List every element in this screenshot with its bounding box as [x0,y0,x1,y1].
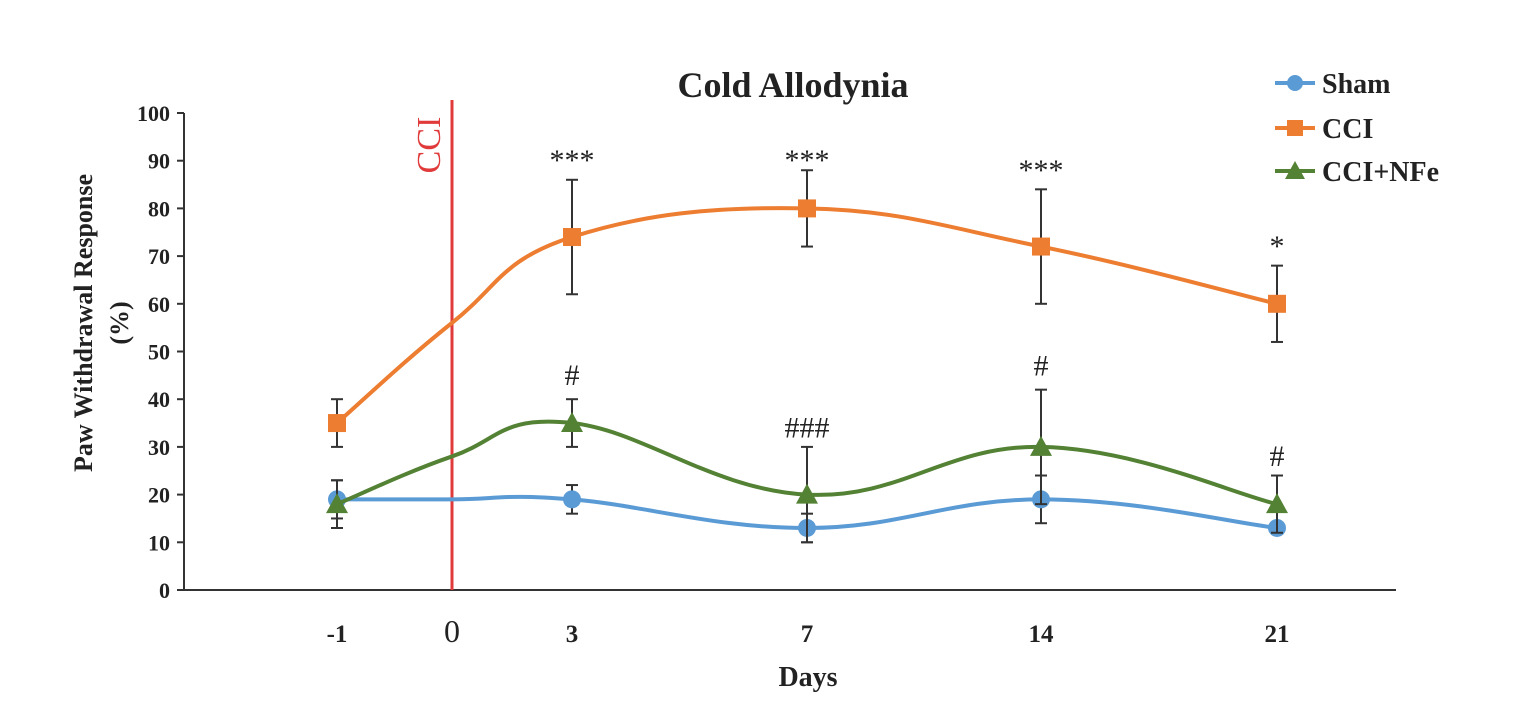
y-axis-title: Paw Withdrawal Response (%) [69,174,134,472]
sham-series-line [337,494,1278,530]
legend-item-cci-nfe: CCI+NFe [1275,157,1439,188]
significance-annotation: *** [785,144,830,177]
y-tick-label: 100 [137,101,170,126]
cci-event-label: CCI [411,117,448,174]
significance-annotation: # [1034,349,1049,382]
cci-point [563,228,581,247]
significance-annotation: *** [550,144,595,177]
y-tick-label: 60 [148,292,170,317]
significance-annotation: # [565,359,580,392]
y-tick-label: 70 [148,244,170,269]
y-axis-title-line-1: Paw Withdrawal Response [69,174,98,472]
cci-nfe-point [326,493,348,514]
x-tick-label: 7 [801,621,814,648]
legend-item-sham: Sham [1275,69,1390,100]
legend-sham-marker [1287,75,1303,91]
chart-title: Cold Allodynia [677,65,908,105]
cci-point [1268,294,1286,313]
x-tick-label: -1 [327,621,348,648]
cci-nfe-point [561,412,583,433]
significance-annotation: # [1270,440,1285,473]
y-axis-title-line-2: (%) [105,301,134,344]
cci-nfe-point [796,483,818,504]
y-tick-label: 0 [159,578,170,603]
significance-annotation: ### [785,411,830,444]
legend-cci-nfe-label: CCI+NFe [1322,157,1439,188]
x-tick-label: 14 [1029,621,1055,648]
significance-annotation: *** [1019,154,1064,187]
x-tick-label: 3 [566,621,579,648]
y-tick-label: 80 [148,196,170,221]
legend-item-cci: CCI [1275,114,1373,145]
y-tick-label: 20 [148,483,170,508]
y-tick-label: 50 [148,340,170,365]
x-tick-label: 21 [1265,621,1290,648]
cci-point [798,199,816,218]
cci-series-line [335,206,1278,425]
legend-cci-marker [1287,120,1303,136]
sham-point [563,490,581,509]
y-tick-label: 10 [148,530,170,555]
cci-nfe-point [1030,435,1052,456]
legend: Sham CCI CCI+NFe [1275,69,1439,188]
y-tick-label: 40 [148,387,170,412]
cci-point [1032,237,1050,256]
y-tick-label: 90 [148,149,170,174]
legend-cci-nfe-marker [1285,161,1305,179]
x-tick-label: 0 [444,613,460,649]
legend-cci-label: CCI [1322,114,1373,145]
cci-nfe-series-line [336,419,1278,507]
x-axis-title: Days [778,662,837,693]
y-tick-label: 30 [148,435,170,460]
significance-annotation: * [1270,230,1285,263]
legend-sham-label: Sham [1322,69,1390,100]
cci-point [328,414,346,433]
cci-nfe-point [1266,493,1288,514]
